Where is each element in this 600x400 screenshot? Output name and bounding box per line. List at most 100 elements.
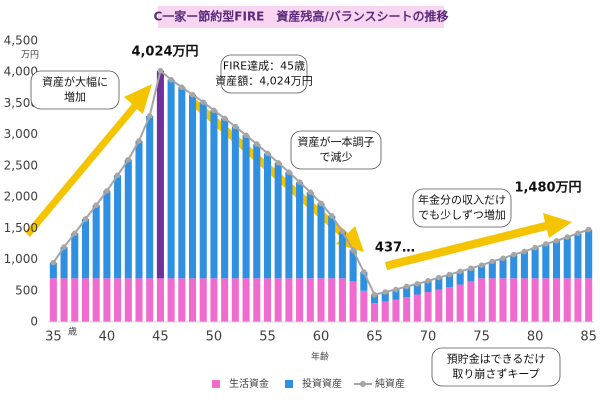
line-point: [532, 244, 538, 251]
line-point: [510, 251, 517, 258]
bar: [338, 231, 346, 279]
line-point: [564, 234, 571, 240]
bar: [585, 229, 593, 279]
legend-swatch: [212, 380, 220, 388]
bar: [103, 190, 111, 279]
annotation: 取り崩さずキープ: [452, 367, 539, 381]
bar: [520, 278, 528, 322]
bar: [210, 278, 218, 322]
bar: [381, 292, 389, 302]
line-point: [296, 179, 303, 185]
line-point: [146, 113, 153, 119]
line-point: [585, 226, 592, 233]
bar: [424, 280, 432, 293]
bar: [221, 118, 229, 279]
bar: [403, 286, 411, 298]
bar: [81, 278, 90, 322]
annotation: FIRE達成：45歳: [223, 60, 305, 73]
bar: [413, 294, 421, 322]
bar: [531, 247, 539, 279]
bar: [563, 237, 571, 279]
line-point: [328, 213, 335, 219]
bar: [242, 135, 250, 279]
x-axis-title: 年齢: [311, 351, 329, 363]
annotation: 年金分の収入だけ: [418, 193, 506, 207]
bar: [221, 278, 229, 322]
annotation: 増加: [64, 91, 86, 104]
line-point: [125, 156, 132, 163]
line-point: [468, 265, 474, 272]
legend-label: 生活資金: [229, 377, 269, 390]
y-tick-label: 1,000: [4, 252, 38, 266]
annotation: 1,480万円: [514, 181, 581, 196]
bar: [552, 278, 561, 322]
line-point: [82, 216, 89, 222]
line-point: [350, 247, 356, 253]
bar: [231, 126, 239, 279]
line-point: [114, 172, 121, 179]
y-tick-label: 3,500: [4, 96, 38, 110]
bar: [585, 278, 593, 322]
y-tick-label: 4,500: [4, 34, 38, 48]
bar: [370, 294, 379, 304]
line-point: [361, 269, 367, 275]
legend-label: 投資資産: [302, 377, 342, 390]
line-point: [275, 159, 281, 166]
bar: [188, 278, 197, 322]
bar: [49, 262, 57, 279]
legend-swatch: [285, 380, 293, 388]
bar: [445, 287, 454, 322]
line-point: [61, 244, 67, 250]
line-point: [457, 268, 463, 275]
bar: [60, 278, 68, 322]
bar: [542, 243, 550, 279]
line-point: [318, 200, 324, 207]
bar: [146, 278, 154, 322]
bar: [392, 299, 400, 322]
bar: [103, 278, 111, 322]
y-tick-label: 500: [15, 283, 38, 297]
line-point: [243, 132, 249, 139]
bar: [253, 278, 261, 322]
annotation: 4,024万円: [131, 45, 198, 60]
bar: [467, 268, 475, 282]
bar: [574, 233, 582, 279]
bar: [488, 261, 496, 279]
bar: [253, 144, 261, 279]
bar: [231, 278, 239, 322]
x-tick-label: 60: [313, 330, 330, 345]
bar: [456, 271, 464, 285]
bar: [328, 278, 336, 322]
bar: [199, 278, 207, 322]
line-point: [414, 281, 421, 287]
bar: [349, 281, 357, 322]
line-point: [382, 289, 389, 295]
bar: [499, 258, 507, 279]
line-point: [93, 202, 99, 209]
bar: [178, 87, 186, 279]
bar: [49, 278, 57, 322]
line-point: [221, 115, 228, 122]
bar: [520, 251, 528, 279]
callout-box: [412, 188, 512, 228]
bar: [531, 278, 539, 322]
bar: [499, 278, 507, 322]
bar: [71, 233, 79, 279]
bar: [306, 278, 314, 322]
line-point: [435, 274, 442, 281]
callout-box: [220, 54, 308, 94]
bar: [552, 240, 561, 279]
bar: [445, 274, 454, 288]
bar: [60, 247, 68, 279]
bar: [381, 301, 389, 322]
callout-box: [30, 70, 120, 110]
bar: [92, 278, 100, 322]
line-point: [264, 150, 271, 157]
x-tick-label: 65: [366, 330, 383, 345]
y-tick-label: 3,000: [4, 127, 38, 141]
line-point: [179, 84, 185, 91]
line-point: [253, 141, 260, 147]
bar: [370, 303, 379, 322]
legend-swatch: [360, 381, 366, 387]
bar: [274, 278, 282, 322]
